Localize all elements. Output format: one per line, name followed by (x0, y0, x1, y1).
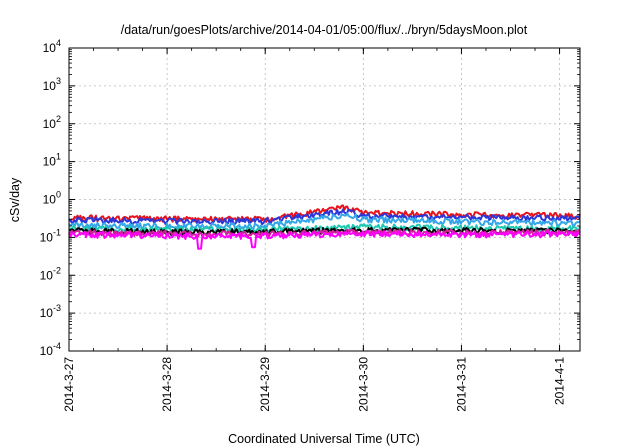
series-layer (68, 204, 581, 250)
y-tick-label: 101 (43, 152, 61, 169)
series-line (68, 230, 581, 250)
y-tick-label: 103 (43, 76, 61, 93)
y-tick-label: 10-1 (40, 227, 61, 244)
x-axis-label: Coordinated Universal Time (UTC) (228, 432, 420, 446)
x-tick-label: 2014-3-30 (356, 357, 370, 412)
x-tick-label: 2014-3-31 (454, 357, 468, 412)
grid (69, 48, 580, 351)
y-tick-label: 10-2 (40, 265, 61, 282)
y-tick-label: 10-3 (40, 303, 61, 320)
y-tick-label: 104 (43, 38, 61, 55)
x-tick-label: 2014-4-1 (553, 357, 567, 405)
x-tick-labels: 2014-3-27 2014-3-28 2014-3-29 2014-3-30 2014… (62, 357, 567, 412)
y-tick-label: 10-4 (40, 341, 61, 358)
x-tick-label: 2014-3-29 (258, 357, 272, 412)
y-tick-label: 102 (43, 114, 61, 131)
series-line (68, 212, 581, 231)
y-axis-label: cSv/day (8, 177, 22, 222)
x-tick-label: 2014-3-27 (62, 357, 76, 412)
chart-title: /data/run/goesPlots/archive/2014-04-01/0… (121, 23, 528, 37)
x-tick-label: 2014-3-28 (160, 357, 174, 412)
y-tick-label: 100 (43, 190, 61, 207)
series-line (68, 204, 581, 223)
y-tick-labels: 10-4 10-3 10-2 10-1 100 101 102 103 104 (40, 38, 61, 358)
tick-marks (68, 47, 580, 352)
